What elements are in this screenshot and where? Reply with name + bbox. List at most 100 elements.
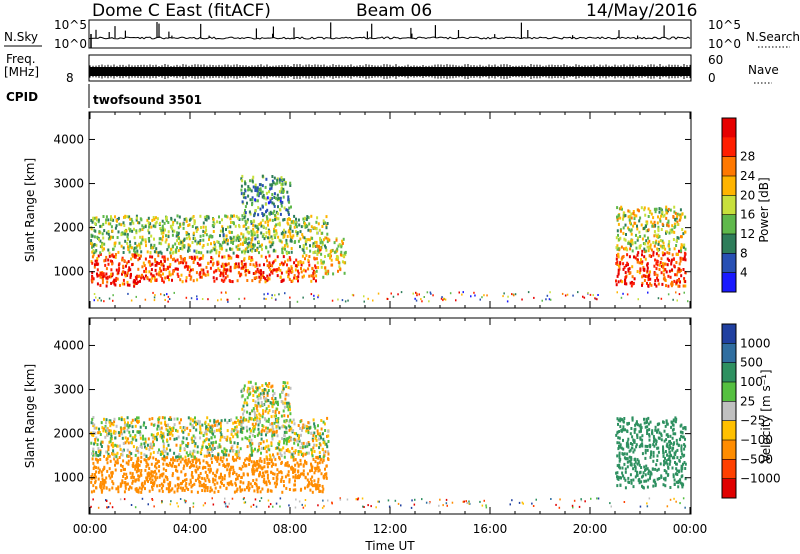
echo-cell xyxy=(94,457,97,461)
echo-cell xyxy=(124,271,127,275)
echo-cell xyxy=(677,470,680,474)
echo-cell xyxy=(295,225,298,229)
echo-cell xyxy=(634,469,637,473)
echo-cell xyxy=(202,238,205,242)
echo-cell xyxy=(183,447,186,451)
echo-cell xyxy=(166,476,169,480)
echo-cell xyxy=(633,439,636,443)
echo-cell xyxy=(626,293,629,296)
echo-cell xyxy=(187,459,190,463)
echo-cell xyxy=(144,225,147,229)
echo-cell xyxy=(218,250,221,254)
echo-cell xyxy=(151,436,154,440)
echo-cell xyxy=(114,443,117,447)
echo-cell xyxy=(207,463,210,467)
echo-cell xyxy=(218,445,221,449)
echo-cell xyxy=(103,247,105,251)
echo-cell xyxy=(263,263,265,267)
echo-cell xyxy=(628,255,631,259)
echo-cell xyxy=(210,235,213,239)
y-tick-label: 1000 xyxy=(53,265,84,279)
echo-cell xyxy=(137,469,140,473)
echo-cell xyxy=(288,480,291,484)
echo-cell xyxy=(187,246,190,250)
echo-cell xyxy=(289,181,292,185)
echo-cell xyxy=(273,481,276,485)
echo-cell xyxy=(96,268,99,272)
echo-cell xyxy=(653,264,656,268)
echo-cell xyxy=(161,238,164,242)
echo-cell xyxy=(684,444,687,448)
echo-cell xyxy=(255,406,258,410)
echo-cell xyxy=(636,238,639,242)
echo-cell xyxy=(97,470,100,474)
echo-cell xyxy=(130,476,133,480)
echo-cell xyxy=(677,443,680,447)
echo-cell xyxy=(250,256,253,260)
echo-cell xyxy=(158,237,161,241)
echo-cell xyxy=(641,434,644,438)
echo-cell xyxy=(215,251,218,255)
echo-cell xyxy=(111,262,114,266)
echo-cell xyxy=(114,463,116,467)
echo-cell xyxy=(173,291,175,294)
echo-cell xyxy=(587,292,589,295)
echo-cell xyxy=(106,427,109,431)
echo-cell xyxy=(642,485,644,489)
echo-cell xyxy=(646,485,649,489)
echo-cell xyxy=(418,293,420,296)
echo-cell xyxy=(289,418,292,422)
echo-cell xyxy=(255,248,258,252)
echo-cell xyxy=(264,470,267,474)
echo-cell xyxy=(182,479,184,483)
echo-cell xyxy=(124,423,127,427)
echo-cell xyxy=(200,484,203,488)
echo-cell xyxy=(201,489,204,492)
echo-cell xyxy=(254,382,257,386)
echo-cell xyxy=(202,465,205,469)
echo-cell xyxy=(147,237,150,241)
echo-cell xyxy=(222,274,225,278)
echo-cell xyxy=(122,251,125,254)
echo-cell xyxy=(322,487,325,491)
echo-cell xyxy=(158,475,161,479)
echo-cell xyxy=(148,467,151,470)
echo-cell xyxy=(280,453,283,457)
echo-cell xyxy=(326,416,329,420)
echo-cell xyxy=(244,196,247,200)
echo-cell xyxy=(268,264,270,268)
echo-cell xyxy=(183,488,186,492)
echo-cell xyxy=(230,446,233,450)
echo-cell xyxy=(643,421,646,425)
echo-cell xyxy=(661,239,664,243)
echo-cell xyxy=(105,255,108,259)
echo-cell xyxy=(189,268,192,272)
echo-cell xyxy=(236,487,239,491)
echo-cell xyxy=(228,419,231,422)
echo-cell xyxy=(632,224,635,228)
echo-cell xyxy=(134,280,137,284)
echo-cell xyxy=(222,280,225,283)
echo-cell xyxy=(297,279,299,283)
echo-cell xyxy=(284,260,286,264)
echo-cell xyxy=(592,294,594,297)
echo-cell xyxy=(662,463,665,467)
echo-cell xyxy=(143,453,146,457)
echo-cell xyxy=(230,432,233,436)
echo-cell xyxy=(340,250,343,254)
echo-cell xyxy=(139,279,141,283)
echo-cell xyxy=(208,453,211,457)
echo-cell xyxy=(675,462,678,466)
echo-cell xyxy=(98,230,101,234)
echo-cell xyxy=(151,218,154,222)
echo-cell xyxy=(293,276,296,280)
echo-cell xyxy=(267,389,270,392)
echo-cell xyxy=(126,271,129,275)
echo-cell xyxy=(646,281,648,285)
echo-cell xyxy=(179,222,181,226)
echo-cell xyxy=(124,239,127,243)
echo-cell xyxy=(255,416,258,420)
echo-cell xyxy=(227,453,230,457)
echo-cell xyxy=(279,263,282,266)
